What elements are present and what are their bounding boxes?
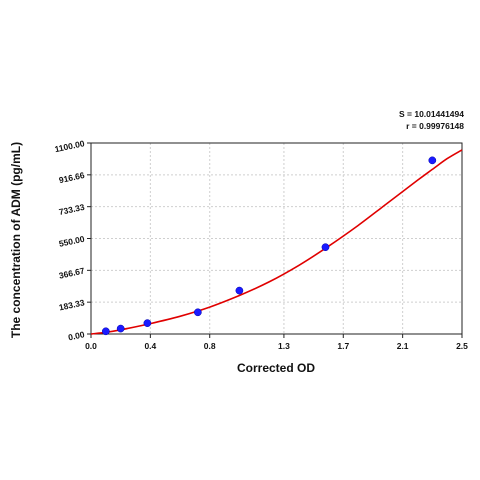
fit-curve-line: [90, 149, 463, 335]
grid-lines: [91, 143, 462, 334]
stat-s-value: S = 10.01441494: [399, 109, 464, 119]
x-tick-label: 0.0: [85, 341, 97, 351]
data-point: [143, 319, 152, 327]
x-tick-label: 2.5: [456, 341, 468, 351]
data-point: [116, 324, 125, 333]
data-point: [428, 156, 437, 165]
x-tick-label: 0.4: [144, 341, 156, 351]
x-tick-label: 0.8: [204, 341, 216, 351]
y-tick-label: 0.00: [67, 329, 86, 342]
data-points: [101, 156, 437, 336]
data-point: [193, 308, 202, 317]
stat-r-value: r = 0.99976148: [406, 121, 464, 131]
data-point: [321, 243, 330, 252]
x-tick-label: 1.7: [337, 341, 349, 351]
x-axis-title: Corrected OD: [237, 361, 315, 375]
data-point: [235, 286, 244, 295]
data-point: [101, 327, 110, 336]
x-tick-label: 1.3: [278, 341, 290, 351]
x-axis-ticks: 0.0 0.4 0.8 1.3 1.7 2.1 2.5: [85, 334, 468, 351]
x-tick-label: 2.1: [397, 341, 409, 351]
y-axis-title: The concentration of ADM (pg/mL): [9, 142, 23, 338]
